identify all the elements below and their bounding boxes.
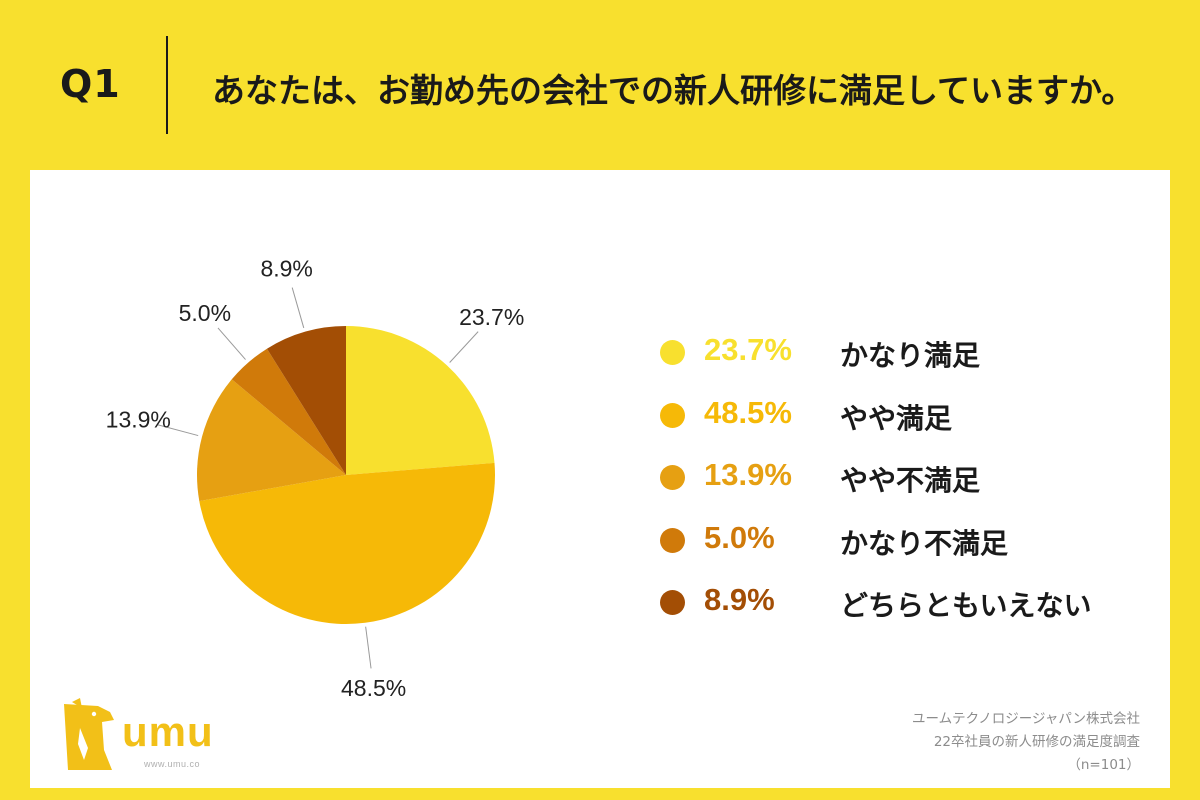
legend-item: 13.9% やや不満足 bbox=[660, 455, 1140, 518]
legend-dot-icon bbox=[660, 590, 685, 615]
chart-panel: 23.7% 48.5% 13.9% 5.0% 8.9% 23.7% かなり満足 48.5… bbox=[30, 170, 1170, 788]
source-note: ユームテクノロジージャパン株式会社 22卒社員の新人研修の満足度調査 （n=10… bbox=[912, 708, 1140, 777]
question-title: あなたは、お勤め先の会社での新人研修に満足していますか。 bbox=[212, 71, 1135, 110]
legend-dot-icon bbox=[660, 340, 685, 365]
pie-slice bbox=[231, 348, 346, 475]
slice-percent-label: 13.9% bbox=[106, 407, 171, 433]
slice-percent-label: 48.5% bbox=[341, 675, 406, 701]
legend-percent: 13.9% bbox=[704, 457, 792, 492]
leader-line bbox=[217, 327, 246, 360]
source-survey: 22卒社員の新人研修の満足度調査 bbox=[933, 734, 1140, 750]
header-divider bbox=[166, 36, 168, 134]
legend-item: 5.0% かなり不満足 bbox=[660, 518, 1140, 581]
question-number: Q1 bbox=[60, 62, 121, 106]
legend-label: やや満足 bbox=[840, 401, 953, 435]
legend-label: かなり満足 bbox=[840, 339, 981, 372]
horse-head-logo-icon bbox=[64, 698, 114, 770]
legend: 23.7% かなり満足 48.5% やや満足 13.9% やや不満足 5.0% … bbox=[660, 330, 1140, 643]
legend-dot-icon bbox=[660, 527, 685, 553]
umu-logo: umu www.umu.co bbox=[58, 698, 228, 778]
slice-percent-label: 23.7% bbox=[459, 304, 524, 330]
legend-item: 8.9% どちらともいえない bbox=[660, 580, 1140, 643]
legend-percent: 48.5% bbox=[704, 394, 792, 430]
legend-percent: 23.7% bbox=[704, 332, 792, 367]
slice-percent-label: 8.9% bbox=[260, 255, 312, 281]
pie-slice bbox=[196, 379, 346, 502]
legend-item: 23.7% かなり満足 bbox=[660, 330, 1140, 393]
legend-dot-icon bbox=[660, 402, 685, 428]
slice-percent-label: 5.0% bbox=[179, 300, 231, 326]
legend-label: やや不満足 bbox=[840, 464, 981, 497]
logo-url: www.umu.co bbox=[144, 759, 201, 769]
legend-dot-icon bbox=[660, 465, 685, 490]
leader-line bbox=[291, 287, 305, 329]
pie-slice bbox=[346, 326, 495, 475]
logo-wordmark: umu bbox=[122, 708, 214, 755]
leader-line bbox=[157, 424, 199, 437]
legend-percent: 8.9% bbox=[704, 582, 775, 617]
leader-line bbox=[449, 331, 479, 363]
legend-percent: 5.0% bbox=[704, 519, 775, 555]
source-sample-size: （n=101） bbox=[1067, 757, 1140, 773]
legend-label: どちらともいえない bbox=[840, 589, 1092, 622]
pie-slice bbox=[266, 326, 346, 475]
legend-item: 48.5% やや満足 bbox=[660, 393, 1140, 456]
source-company: ユームテクノロジージャパン株式会社 bbox=[911, 711, 1140, 727]
pie-chart: 23.7% 48.5% 13.9% 5.0% 8.9% bbox=[106, 255, 525, 701]
legend-label: かなり不満足 bbox=[840, 526, 1009, 560]
leader-line bbox=[365, 626, 372, 669]
pie-slice bbox=[199, 462, 496, 625]
header: Q1 あなたは、お勤め先の会社での新人研修に満足していますか。 bbox=[0, 0, 1200, 170]
